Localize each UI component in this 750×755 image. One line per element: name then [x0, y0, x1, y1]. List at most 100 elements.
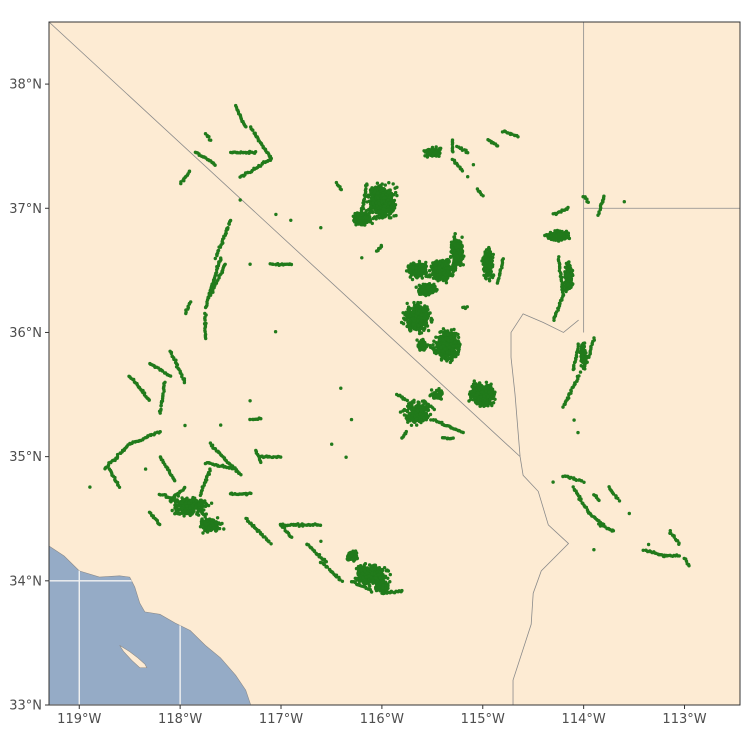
observation-point — [203, 319, 206, 322]
observation-point — [483, 264, 486, 267]
observation-point — [394, 214, 397, 217]
observation-point — [370, 206, 373, 209]
observation-point — [438, 267, 441, 270]
observation-point — [386, 208, 389, 211]
observation-point — [248, 418, 251, 421]
observation-point — [433, 408, 436, 411]
observation-point — [483, 267, 486, 270]
observation-point — [435, 267, 438, 270]
observation-point — [486, 395, 489, 398]
observation-point — [319, 540, 322, 543]
observation-point — [489, 383, 492, 386]
observation-point — [239, 473, 242, 476]
observation-point — [357, 214, 360, 217]
observation-point — [393, 199, 396, 202]
observation-point — [384, 183, 387, 186]
observation-point — [572, 368, 575, 371]
observation-point — [572, 418, 575, 421]
observation-point — [417, 324, 420, 327]
observation-point — [382, 207, 385, 210]
observation-point — [419, 413, 422, 416]
observation-point — [450, 339, 453, 342]
observation-point — [687, 564, 690, 567]
observation-point — [466, 175, 469, 178]
observation-point — [420, 319, 423, 322]
observation-point — [445, 343, 448, 346]
observation-point — [428, 273, 431, 276]
observation-point — [440, 389, 443, 392]
observation-point — [402, 322, 405, 325]
observation-point — [384, 213, 387, 216]
observation-point — [440, 330, 443, 333]
observation-point — [491, 256, 494, 259]
observation-point — [456, 348, 459, 351]
observation-point — [450, 328, 453, 331]
observation-point — [411, 400, 414, 403]
observation-point — [438, 262, 441, 265]
observation-point — [370, 590, 373, 593]
observation-point — [492, 253, 495, 256]
observation-point — [395, 194, 398, 197]
observation-point — [415, 286, 418, 289]
observation-point — [576, 431, 579, 434]
observation-point — [184, 312, 187, 315]
observation-point — [612, 529, 615, 532]
observation-point — [207, 135, 210, 138]
observation-point — [430, 288, 433, 291]
observation-point — [429, 393, 432, 396]
observation-point — [341, 580, 344, 583]
observation-point — [392, 182, 395, 185]
observation-point — [290, 536, 293, 539]
observation-point — [363, 223, 366, 226]
observation-point — [215, 254, 218, 257]
observation-point — [373, 190, 376, 193]
observation-point — [159, 404, 162, 407]
observation-point — [449, 255, 452, 258]
observation-point — [387, 191, 390, 194]
observation-point — [455, 239, 458, 242]
observation-point — [479, 396, 482, 399]
observation-point — [217, 245, 220, 248]
observation-point — [404, 311, 407, 314]
observation-point — [567, 393, 570, 396]
observation-point — [476, 401, 479, 404]
observation-point — [426, 324, 429, 327]
observation-point — [377, 202, 380, 205]
observation-point — [561, 405, 564, 408]
observation-point — [484, 404, 487, 407]
observation-point — [596, 214, 599, 217]
observation-point — [389, 216, 392, 219]
observation-point — [399, 410, 402, 413]
observation-point — [412, 407, 415, 410]
observation-point — [471, 390, 474, 393]
observation-point — [449, 336, 452, 339]
observation-point — [452, 436, 455, 439]
observation-point — [421, 403, 424, 406]
observation-point — [380, 244, 383, 247]
observation-point — [422, 310, 425, 313]
observation-point — [365, 217, 368, 220]
observation-point — [453, 256, 456, 259]
observation-point — [407, 265, 410, 268]
observation-point — [416, 319, 419, 322]
observation-point — [388, 202, 391, 205]
observation-point — [407, 322, 410, 325]
observation-point — [444, 273, 447, 276]
observation-point — [457, 341, 460, 344]
observation-point — [224, 263, 227, 266]
observation-point — [325, 560, 328, 563]
observation-point — [424, 261, 427, 264]
observation-point — [412, 301, 415, 304]
observation-point — [461, 169, 464, 172]
observation-point — [498, 274, 501, 277]
observation-point — [452, 235, 455, 238]
observation-point — [251, 129, 254, 132]
observation-point — [371, 198, 374, 201]
observation-point — [460, 236, 463, 239]
observation-point — [461, 245, 464, 248]
observation-point — [410, 424, 413, 427]
observation-point — [473, 379, 476, 382]
observation-point — [376, 182, 379, 185]
observation-point — [239, 198, 242, 201]
observation-point — [459, 261, 462, 264]
